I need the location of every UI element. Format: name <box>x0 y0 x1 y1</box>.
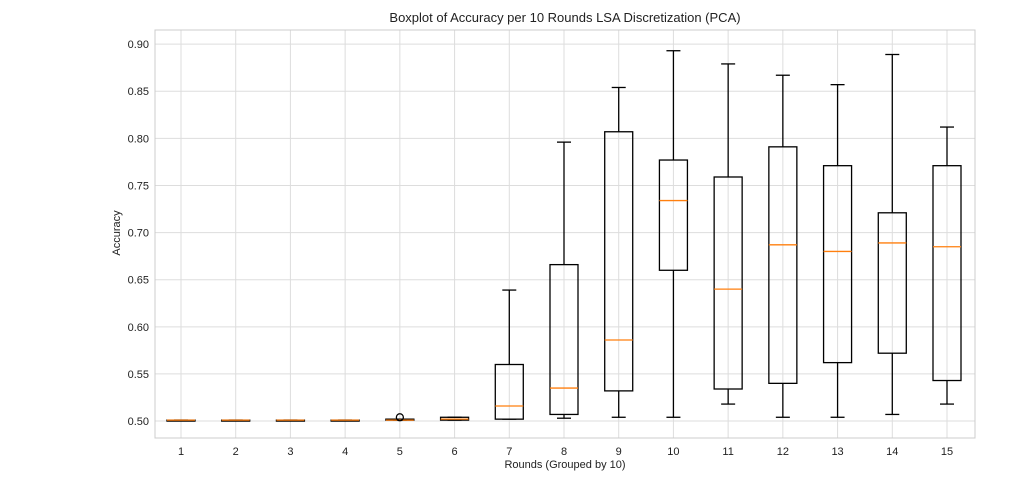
box-body <box>604 131 634 392</box>
box-6 <box>439 416 470 421</box>
y-tick-label: 0.90 <box>128 39 149 51</box>
chart-title: Boxplot of Accuracy per 10 Rounds LSA Di… <box>389 10 740 25</box>
box-7 <box>494 289 524 420</box>
box-5 <box>385 413 415 422</box>
box-4 <box>330 419 360 422</box>
x-tick-label: 1 <box>178 446 184 458</box>
box-body <box>494 363 524 420</box>
box-14 <box>877 53 907 416</box>
boxes <box>166 50 962 422</box>
x-tick-label: 6 <box>452 446 458 458</box>
x-tick-label: 4 <box>342 446 348 458</box>
x-tick-label: 8 <box>561 446 567 458</box>
box-1 <box>166 419 196 422</box>
box-body <box>768 146 798 384</box>
box-2 <box>221 419 251 422</box>
x-tick-label: 9 <box>616 446 622 458</box>
outlier-point <box>395 413 405 422</box>
x-tick-label: 12 <box>777 446 789 458</box>
x-tick-label: 14 <box>886 446 898 458</box>
x-tick-label: 2 <box>233 446 239 458</box>
x-tick-label: 5 <box>397 446 403 458</box>
y-tick-label: 0.55 <box>128 369 149 381</box>
box-3 <box>275 419 306 422</box>
x-tick-label: 11 <box>722 446 733 458</box>
box-12 <box>768 74 798 418</box>
x-tick-label: 13 <box>831 446 843 458</box>
box-body <box>549 263 579 416</box>
plot-frame <box>154 29 976 439</box>
y-tick-label: 0.85 <box>128 86 149 98</box>
box-body <box>877 212 907 354</box>
y-tick-label: 0.70 <box>128 228 149 240</box>
box-9 <box>604 86 634 418</box>
box-13 <box>822 84 853 418</box>
box-8 <box>549 141 579 419</box>
x-axis-label: Rounds (Grouped by 10) <box>504 459 625 471</box>
x-tick-label: 3 <box>287 446 293 458</box>
y-tick-label: 0.65 <box>128 275 149 287</box>
y-axis-label: Accuracy <box>111 210 123 256</box>
y-tick-label: 0.50 <box>128 416 149 428</box>
box-body <box>658 159 689 271</box>
x-tick-label: 7 <box>506 446 512 458</box>
box-body <box>932 165 962 382</box>
box-body <box>822 165 853 364</box>
x-tick-label: 10 <box>667 446 679 458</box>
box-15 <box>932 126 962 405</box>
ticks: 0.500.550.600.650.700.750.800.850.901 2 3 4… <box>128 39 954 458</box>
y-tick-label: 0.80 <box>128 133 149 145</box>
y-tick-label: 0.75 <box>128 180 149 192</box>
x-tick-label: 15 <box>941 446 953 458</box>
box-10 <box>658 50 689 418</box>
y-tick-label: 0.60 <box>128 322 149 334</box>
box-11 <box>713 63 743 405</box>
box-body <box>713 176 743 390</box>
